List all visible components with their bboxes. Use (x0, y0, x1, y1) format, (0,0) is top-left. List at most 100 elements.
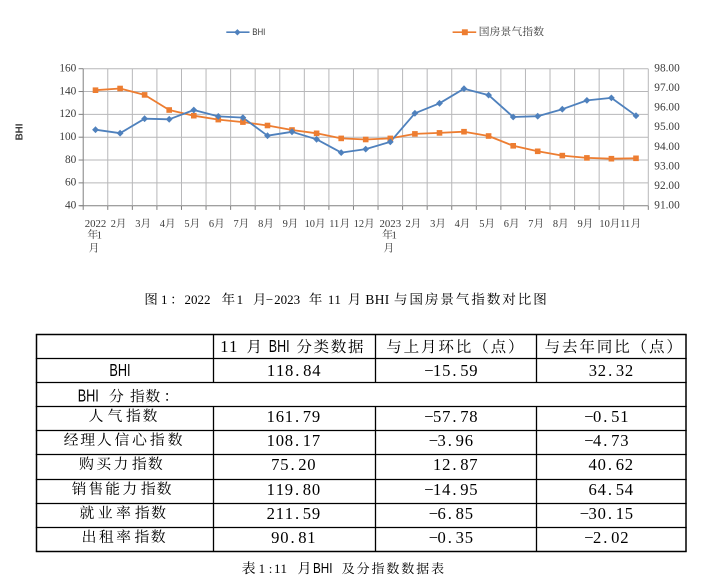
svg-text:96.00: 96.00 (654, 102, 680, 114)
svg-text:7: 7 (469, 455, 477, 474)
svg-text:8: 8 (456, 504, 464, 523)
svg-text:3: 3 (135, 219, 140, 230)
svg-text:7: 7 (234, 219, 239, 230)
svg-text:−: − (584, 431, 593, 450)
svg-text:.: . (295, 431, 299, 450)
svg-text:.: . (448, 528, 452, 547)
svg-text:0: 0 (611, 528, 619, 547)
svg-text:5: 5 (625, 504, 633, 523)
svg-text:98.00: 98.00 (654, 63, 680, 75)
svg-text:0: 0 (312, 480, 320, 499)
svg-text:9: 9 (578, 219, 583, 230)
svg-text:8: 8 (553, 219, 558, 230)
svg-text:0: 0 (593, 407, 601, 426)
svg-text:4: 4 (625, 480, 634, 499)
svg-text:.: . (295, 504, 299, 523)
svg-text:1: 1 (285, 407, 293, 426)
svg-text:7: 7 (312, 431, 320, 450)
svg-text:2: 2 (274, 292, 281, 307)
svg-text:1: 1 (267, 431, 275, 450)
svg-text:I: I (385, 292, 389, 307)
svg-text:4: 4 (593, 431, 602, 450)
svg-text:2: 2 (185, 292, 192, 307)
svg-text:2: 2 (625, 361, 633, 380)
svg-text:2: 2 (111, 219, 116, 230)
svg-text:BHI: BHI (269, 337, 290, 357)
svg-text:1: 1 (276, 480, 284, 499)
svg-text:7: 7 (303, 407, 311, 426)
svg-text:120: 120 (59, 108, 76, 120)
svg-text:0: 0 (281, 292, 288, 307)
svg-text:.: . (608, 504, 612, 523)
svg-text:B: B (365, 292, 374, 307)
svg-text:1: 1 (220, 337, 228, 356)
svg-text:5: 5 (433, 407, 441, 426)
svg-text:1: 1 (433, 480, 441, 499)
svg-text:95.00: 95.00 (654, 121, 680, 133)
svg-text:5: 5 (465, 528, 473, 547)
svg-text:6: 6 (465, 431, 473, 450)
svg-text:5: 5 (611, 407, 619, 426)
svg-text:5: 5 (465, 504, 473, 523)
svg-text:97.00: 97.00 (654, 82, 680, 94)
svg-text:.: . (452, 407, 456, 426)
svg-text:9: 9 (456, 431, 464, 450)
svg-text:1: 1 (303, 431, 311, 450)
svg-text:40: 40 (65, 200, 77, 212)
svg-text:1: 1 (276, 504, 284, 523)
svg-text:10: 10 (599, 219, 609, 230)
svg-text:92.00: 92.00 (654, 180, 680, 192)
svg-text:5: 5 (184, 219, 189, 230)
svg-text:.: . (608, 480, 612, 499)
svg-text:8: 8 (258, 219, 263, 230)
svg-text:.: . (452, 455, 456, 474)
svg-text:9: 9 (312, 407, 320, 426)
svg-text:93.00: 93.00 (654, 160, 680, 172)
svg-text:8: 8 (285, 361, 293, 380)
svg-text:2: 2 (598, 361, 606, 380)
svg-text:8: 8 (298, 528, 306, 547)
svg-text:.: . (452, 361, 456, 380)
svg-text:1: 1 (620, 407, 628, 426)
svg-text:.: . (295, 407, 299, 426)
svg-text:BHI: BHI (109, 361, 130, 381)
svg-text:4: 4 (312, 361, 321, 380)
svg-text:.: . (295, 480, 299, 499)
svg-text:0: 0 (598, 455, 606, 474)
svg-text:6: 6 (438, 504, 446, 523)
svg-text:11: 11 (329, 219, 339, 230)
svg-text:.: . (603, 528, 607, 547)
svg-text:5: 5 (442, 361, 450, 380)
svg-text:9: 9 (285, 480, 293, 499)
svg-text:3: 3 (430, 219, 435, 230)
svg-text:1: 1 (285, 504, 293, 523)
svg-text:1: 1 (161, 292, 168, 307)
svg-text:.: . (448, 431, 452, 450)
svg-text:10: 10 (305, 219, 315, 230)
svg-text:3: 3 (616, 361, 624, 380)
svg-text:BHI: BHI (78, 386, 99, 406)
svg-text:3: 3 (456, 528, 464, 547)
svg-text:160: 160 (59, 63, 76, 75)
svg-text:−: − (266, 292, 273, 307)
svg-text:12: 12 (354, 219, 364, 230)
svg-text:BHI: BHI (252, 27, 265, 38)
svg-text:0: 0 (438, 528, 446, 547)
svg-text:2: 2 (442, 455, 450, 474)
svg-text:.: . (295, 361, 299, 380)
svg-text:1: 1 (328, 292, 335, 307)
svg-text:2: 2 (593, 528, 601, 547)
svg-text:.: . (448, 504, 452, 523)
svg-text:6: 6 (209, 219, 214, 230)
svg-text:.: . (608, 455, 612, 474)
svg-text:.: . (603, 407, 607, 426)
svg-text:3: 3 (589, 361, 597, 380)
svg-text:2: 2 (298, 455, 306, 474)
svg-text:−: − (424, 407, 433, 426)
svg-text:4: 4 (160, 219, 166, 230)
svg-text:1: 1 (276, 361, 284, 380)
svg-text:1: 1 (433, 361, 441, 380)
svg-text:9: 9 (271, 528, 279, 547)
svg-text:4: 4 (455, 219, 461, 230)
svg-text:H: H (375, 292, 385, 307)
